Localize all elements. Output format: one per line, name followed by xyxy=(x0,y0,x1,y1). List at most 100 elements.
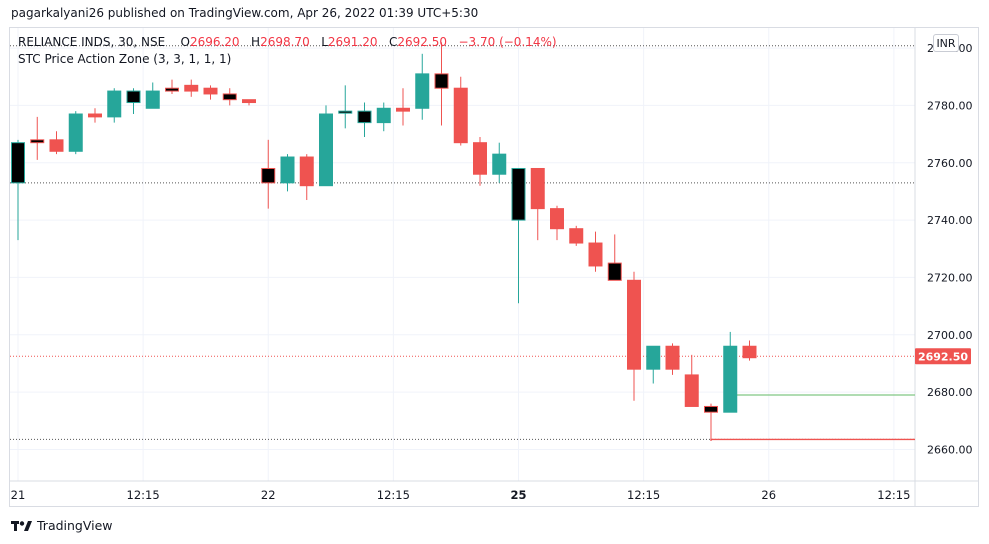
candle-body xyxy=(415,73,430,109)
y-tick-label: 2700.00 xyxy=(927,329,973,342)
candle-body xyxy=(126,90,141,104)
candle-body xyxy=(242,99,256,104)
candle xyxy=(30,116,45,160)
candle-body xyxy=(511,167,526,221)
candle xyxy=(473,136,487,186)
candle-body xyxy=(376,107,391,124)
candle-body xyxy=(569,228,584,244)
candle-body xyxy=(434,73,449,89)
candle xyxy=(646,345,661,384)
candle xyxy=(434,42,449,126)
candle xyxy=(184,79,199,97)
candle xyxy=(299,154,314,201)
candle xyxy=(338,85,353,129)
candle-body xyxy=(473,142,487,175)
y-tick-label: 2760.00 xyxy=(927,157,973,170)
last-price-tag-label: 2692.50 xyxy=(918,350,968,363)
candle xyxy=(588,231,603,272)
price-axis[interactable]: 2660.00 2680.00 2700.00 2720.00 2740.00 2760.… xyxy=(915,42,973,456)
grid xyxy=(10,28,979,507)
tradingview-logo-icon xyxy=(11,520,32,531)
candle-body xyxy=(68,113,83,152)
y-tick-label: 2740.00 xyxy=(927,214,973,227)
candle-body xyxy=(704,405,718,413)
candle-body xyxy=(165,87,179,92)
candle-body xyxy=(338,110,353,114)
candle-body xyxy=(88,113,102,118)
legend-close-label: C xyxy=(388,35,398,49)
candle-body xyxy=(299,156,314,187)
candle xyxy=(415,53,430,120)
candle-body xyxy=(357,110,372,124)
x-tick-label: 21 xyxy=(11,488,26,502)
x-tick-label: 12:15 xyxy=(127,488,160,502)
candle-body xyxy=(492,153,507,175)
legend-high-value: 2698.70 xyxy=(260,35,310,49)
candle-body xyxy=(261,167,276,184)
candle-body xyxy=(49,139,64,152)
candle-body xyxy=(684,374,699,407)
currency-button[interactable]: INR xyxy=(933,34,959,52)
candle-body xyxy=(723,345,738,413)
tradingview-brand[interactable]: TradingView xyxy=(11,518,113,533)
candle xyxy=(492,142,507,183)
candle xyxy=(49,131,64,155)
legend-low-value: 2691.20 xyxy=(327,35,378,49)
candle xyxy=(723,331,738,413)
candle xyxy=(742,340,757,361)
candle xyxy=(684,354,699,407)
y-tick-label: 2660.00 xyxy=(927,443,973,456)
legend-symbol-row: RELIANCE INDS, 30, NSE O2696.20 H2698.70… xyxy=(18,34,557,51)
chart-legend: RELIANCE INDS, 30, NSE O2696.20 H2698.70… xyxy=(18,34,557,68)
candle xyxy=(665,343,680,375)
candle-body xyxy=(453,87,468,144)
candle-body xyxy=(588,242,603,267)
candle-body xyxy=(530,167,545,210)
legend-symbol[interactable]: RELIANCE INDS, 30, NSE xyxy=(18,35,166,49)
candle xyxy=(107,88,122,123)
candle-body xyxy=(646,345,661,370)
candle xyxy=(627,271,641,401)
publisher-line: pagarkalyani26 published on TradingView.… xyxy=(11,6,479,20)
last-price-tag-bg xyxy=(915,348,971,365)
candle-body xyxy=(203,87,218,95)
support-line xyxy=(729,394,915,413)
candle-body xyxy=(550,208,564,230)
time-axis[interactable]: 21 12:15 22 12:15 25 12:15 26 12:15 xyxy=(11,488,911,502)
legend-change: −3.70 (−0.14%) xyxy=(458,35,557,49)
legend-low-label: L xyxy=(321,35,328,49)
candle xyxy=(68,111,83,155)
candle xyxy=(261,139,276,209)
brand-name: TradingView xyxy=(37,518,113,533)
legend-indicator[interactable]: STC Price Action Zone (3, 3, 1, 1, 1) xyxy=(18,52,232,66)
candles xyxy=(11,42,757,441)
legend-high-label: H xyxy=(251,35,261,49)
candle xyxy=(11,139,25,241)
candle-body xyxy=(280,156,295,184)
legend-open-label: O xyxy=(180,35,190,49)
candle xyxy=(242,99,256,106)
candle-body xyxy=(396,107,410,112)
candle xyxy=(376,102,391,132)
x-tick-label: 26 xyxy=(761,488,776,502)
candle-body xyxy=(222,93,237,101)
candle xyxy=(280,154,295,192)
resistance-line xyxy=(710,438,915,441)
x-tick-label: 22 xyxy=(261,488,276,502)
candle xyxy=(88,108,102,123)
candle-body xyxy=(665,345,680,370)
candle xyxy=(704,403,718,441)
y-tick-label: 2780.00 xyxy=(927,99,973,112)
y-tick-label: 2720.00 xyxy=(927,271,973,284)
candle xyxy=(145,82,160,109)
candle xyxy=(530,167,545,241)
candle-body xyxy=(607,262,622,281)
chart-frame xyxy=(9,27,979,507)
last-price-tag: 2692.50 xyxy=(915,348,971,365)
candle xyxy=(203,85,218,100)
x-tick-label: 25 xyxy=(510,488,526,502)
candle xyxy=(222,88,237,106)
x-tick-label: 12:15 xyxy=(877,488,910,502)
candle xyxy=(511,167,526,304)
